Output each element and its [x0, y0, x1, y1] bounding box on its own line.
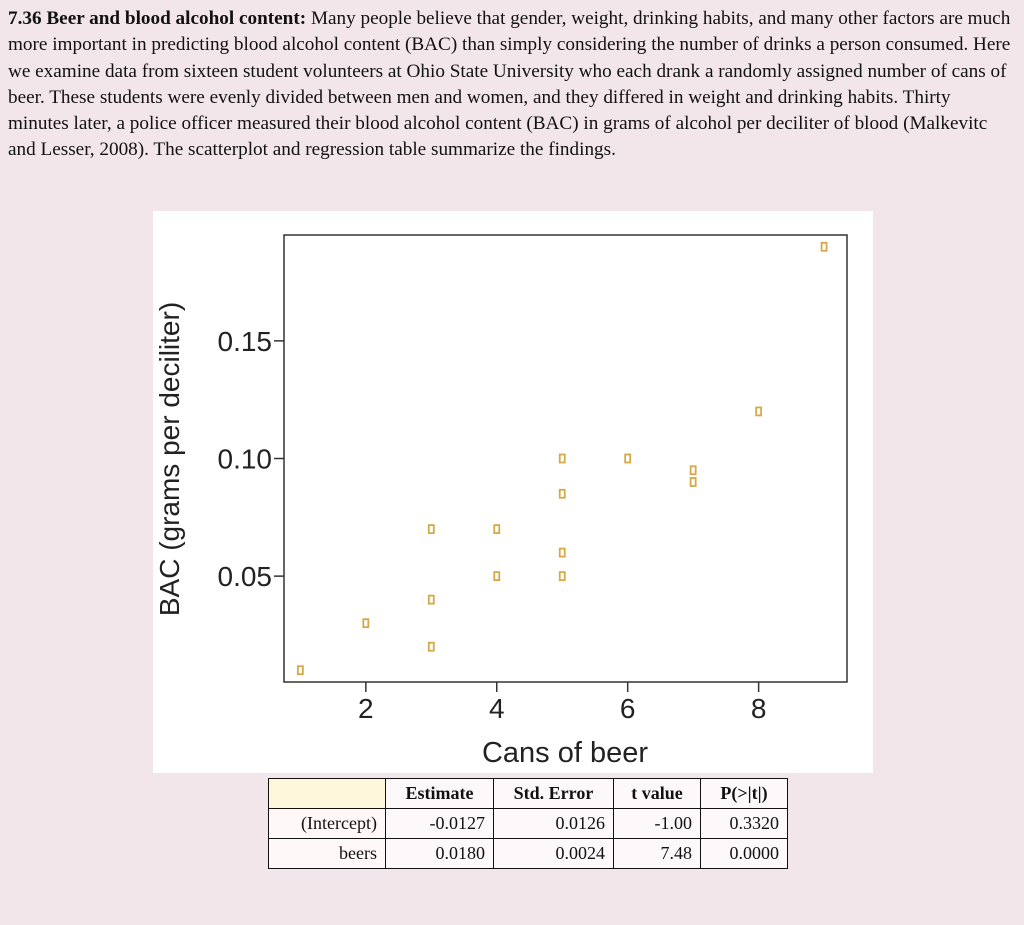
problem-title: 7.36 Beer and blood alcohol content: [8, 8, 307, 29]
data-point [427, 524, 435, 534]
table-header-std-error: Std. Error [493, 778, 614, 809]
row-label: (Intercept) [268, 808, 386, 839]
data-point [427, 594, 435, 605]
y-axis: 0.05 0.10 0.15 [218, 326, 284, 592]
x-tick-label: 6 [620, 693, 636, 724]
table-header-p-value: P(>|t|) [700, 778, 788, 809]
table-cell: 0.0180 [385, 838, 494, 869]
table-row: beers 0.0180 0.0024 7.48 0.0000 [268, 838, 788, 869]
x-axis-label: Cans of beer [482, 737, 648, 769]
x-tick-label: 4 [489, 693, 505, 724]
data-point [558, 571, 566, 582]
row-label: beers [268, 838, 386, 869]
x-axis: 2 4 6 8 [358, 682, 766, 724]
table-cell: 7.48 [613, 838, 701, 869]
x-tick-label: 8 [751, 693, 767, 724]
problem-body: Many people believe that gender, weight,… [8, 8, 1011, 161]
data-point [493, 524, 501, 534]
table-header-blank [268, 778, 386, 809]
data-point [689, 465, 697, 476]
table-header-estimate: Estimate [385, 778, 494, 809]
data-point [427, 641, 435, 652]
y-axis-label: BAC (grams per deciliter) [154, 302, 185, 616]
table-cell: 0.0126 [493, 808, 614, 839]
data-point [689, 477, 697, 487]
x-tick-label: 2 [358, 693, 374, 724]
table-cell: -0.0127 [385, 808, 494, 839]
data-point [493, 571, 501, 582]
scatterplot-svg: 0.05 0.10 0.15 2 4 6 8 Cans of beer BAC (gram… [154, 234, 848, 769]
table-cell: 0.3320 [700, 808, 788, 839]
data-point [558, 547, 566, 558]
problem-text: 7.36 Beer and blood alcohol content: Man… [8, 6, 1012, 164]
y-tick-label: 0.15 [218, 326, 273, 357]
data-point [558, 488, 566, 499]
table-cell: -1.00 [613, 808, 701, 839]
data-point [362, 618, 370, 629]
data-point [296, 665, 304, 676]
y-tick-label: 0.10 [218, 444, 273, 475]
table-header-t-value: t value [613, 778, 701, 809]
table-cell: 0.0000 [700, 838, 788, 869]
scatterplot: 0.05 0.10 0.15 2 4 6 8 Cans of beer BAC (gram… [153, 211, 873, 773]
data-point [820, 241, 828, 252]
data-points [296, 241, 828, 676]
data-point [755, 406, 763, 417]
regression-table: Estimate Std. Error t value P(>|t|) (Int… [268, 778, 788, 869]
table-cell: 0.0024 [493, 838, 614, 869]
table-header-row: Estimate Std. Error t value P(>|t|) [268, 778, 788, 809]
y-tick-label: 0.05 [218, 561, 273, 592]
data-point [624, 453, 632, 464]
table-row: (Intercept) -0.0127 0.0126 -1.00 0.3320 [268, 808, 788, 839]
data-point [558, 453, 566, 464]
